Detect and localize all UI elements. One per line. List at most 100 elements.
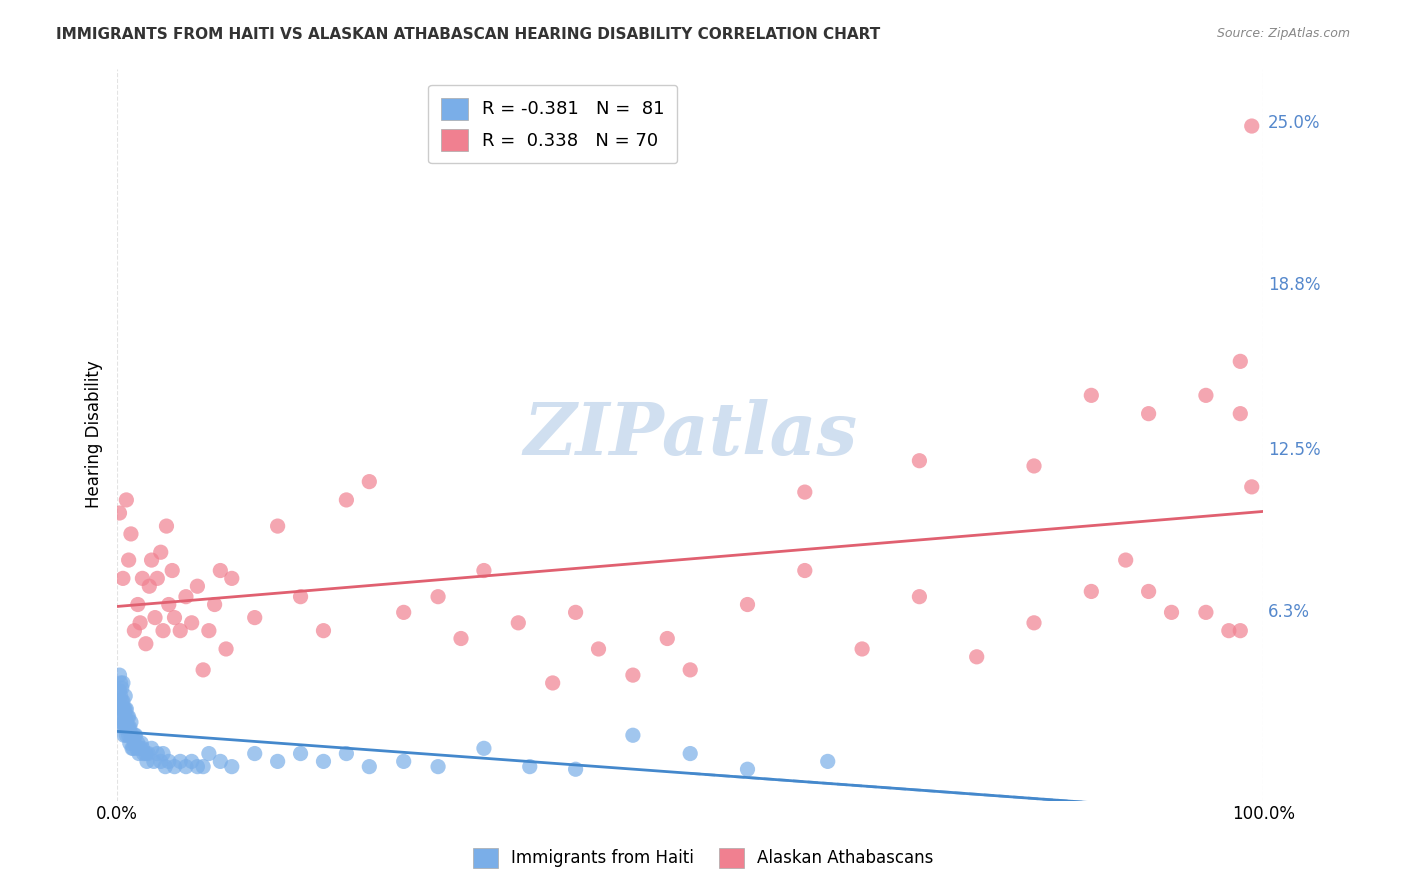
Point: [114, 702, 136, 716]
Point: [111, 694, 134, 708]
Legend: Immigrants from Haiti, Alaskan Athabascans: Immigrants from Haiti, Alaskan Athabasca…: [465, 841, 941, 875]
Point: [128, 747, 150, 761]
Point: [136, 747, 159, 761]
Point: [127, 598, 149, 612]
Point: [149, 755, 172, 769]
Point: [111, 715, 134, 730]
Point: [114, 689, 136, 703]
Point: [146, 571, 169, 585]
Legend: R = -0.381   N =  81, R =  0.338   N = 70: R = -0.381 N = 81, R = 0.338 N = 70: [427, 85, 678, 163]
Text: Source: ZipAtlas.com: Source: ZipAtlas.com: [1216, 27, 1350, 40]
Point: [908, 590, 931, 604]
Point: [118, 720, 141, 734]
Point: [118, 736, 141, 750]
Point: [129, 741, 152, 756]
Point: [851, 642, 873, 657]
Point: [472, 564, 495, 578]
Point: [149, 545, 172, 559]
Point: [129, 736, 152, 750]
Point: [111, 694, 134, 708]
Point: [135, 747, 157, 761]
Point: [290, 747, 312, 761]
Point: [221, 759, 243, 773]
Point: [1240, 480, 1263, 494]
Point: [118, 728, 141, 742]
Point: [817, 755, 839, 769]
Point: [138, 579, 160, 593]
Point: [221, 571, 243, 585]
Point: [157, 755, 180, 769]
Point: [290, 590, 312, 604]
Point: [1229, 354, 1251, 368]
Point: [169, 624, 191, 638]
Text: IMMIGRANTS FROM HAITI VS ALASKAN ATHABASCAN HEARING DISABILITY CORRELATION CHART: IMMIGRANTS FROM HAITI VS ALASKAN ATHABAS…: [56, 27, 880, 42]
Point: [1022, 458, 1045, 473]
Point: [160, 564, 183, 578]
Point: [131, 741, 153, 756]
Point: [215, 642, 238, 657]
Point: [111, 676, 134, 690]
Point: [198, 747, 221, 761]
Point: [121, 741, 143, 756]
Point: [427, 759, 450, 773]
Point: [108, 683, 131, 698]
Point: [125, 741, 148, 756]
Point: [966, 649, 988, 664]
Point: [1022, 615, 1045, 630]
Point: [120, 527, 142, 541]
Point: [186, 759, 208, 773]
Point: [108, 506, 131, 520]
Point: [146, 747, 169, 761]
Point: [180, 755, 202, 769]
Point: [392, 755, 415, 769]
Point: [131, 571, 153, 585]
Point: [115, 702, 138, 716]
Point: [108, 668, 131, 682]
Point: [111, 720, 134, 734]
Point: [111, 702, 134, 716]
Point: [1115, 553, 1137, 567]
Point: [180, 615, 202, 630]
Point: [136, 755, 159, 769]
Text: ZIPatlas: ZIPatlas: [523, 399, 858, 470]
Point: [111, 710, 134, 724]
Point: [129, 615, 152, 630]
Point: [335, 492, 357, 507]
Point: [186, 579, 208, 593]
Point: [118, 720, 141, 734]
Point: [679, 747, 702, 761]
Point: [427, 590, 450, 604]
Point: [152, 747, 174, 761]
Point: [110, 702, 132, 716]
Point: [142, 755, 165, 769]
Point: [157, 598, 180, 612]
Point: [621, 728, 644, 742]
Point: [111, 571, 134, 585]
Point: [114, 720, 136, 734]
Point: [121, 728, 143, 742]
Point: [1195, 606, 1218, 620]
Point: [174, 759, 197, 773]
Point: [155, 519, 177, 533]
Point: [564, 606, 586, 620]
Point: [115, 728, 138, 742]
Point: [243, 747, 266, 761]
Point: [110, 689, 132, 703]
Point: [737, 598, 759, 612]
Point: [122, 741, 145, 756]
Point: [112, 702, 135, 716]
Point: [114, 710, 136, 724]
Point: [191, 759, 214, 773]
Point: [657, 632, 679, 646]
Point: [335, 747, 357, 761]
Point: [163, 759, 186, 773]
Point: [174, 590, 197, 604]
Point: [621, 668, 644, 682]
Point: [127, 736, 149, 750]
Point: [541, 676, 564, 690]
Point: [266, 755, 288, 769]
Point: [124, 624, 146, 638]
Point: [155, 759, 177, 773]
Point: [1218, 624, 1240, 638]
Point: [169, 755, 191, 769]
